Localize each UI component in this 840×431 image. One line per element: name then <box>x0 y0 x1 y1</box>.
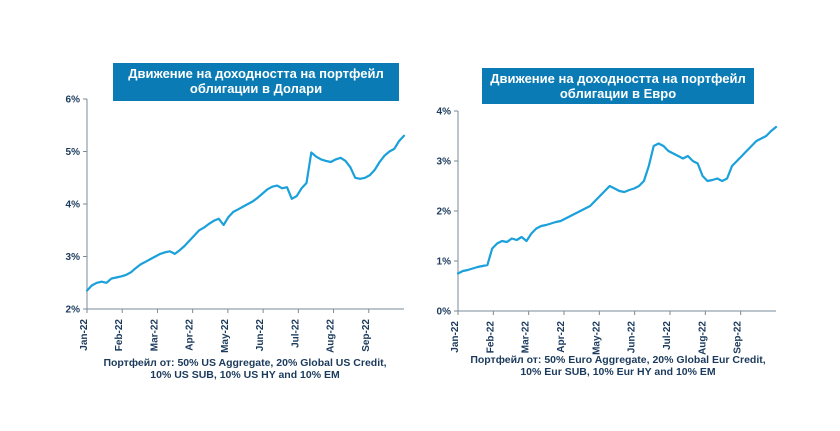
y-tick-label: 4% <box>437 107 452 118</box>
chart-footnote: 10% Eur SUB, 10% Eur HY and 10% EM <box>520 366 716 378</box>
chart-title-line: облигации в Долари <box>190 81 322 96</box>
x-tick-label: Jul-22 <box>290 319 301 348</box>
x-tick-label: Sep-22 <box>733 321 744 354</box>
x-tick-label: Mar-22 <box>521 321 532 354</box>
series-line <box>456 125 778 275</box>
x-tick-label: Apr-22 <box>556 321 567 353</box>
y-tick-label: 1% <box>437 257 452 268</box>
chart-title-line: Движение на доходността на портфейл <box>128 66 383 81</box>
x-tick-label: Jun-22 <box>627 321 638 354</box>
x-tick-label: Feb-22 <box>485 321 496 354</box>
x-tick-label: Aug-22 <box>326 319 337 353</box>
y-tick-label: 2% <box>66 305 81 316</box>
chart-title-line: облигации в Евро <box>560 86 676 101</box>
series-line <box>85 134 406 292</box>
chart-1: Движение на доходността на портфейлоблиг… <box>66 63 406 381</box>
chart-footnote: Портфейл от: 50% US Aggregate, 20% Globa… <box>103 357 386 369</box>
x-tick-label: Apr-22 <box>185 319 196 351</box>
y-tick-label: 0% <box>437 307 452 318</box>
x-tick-label: May-22 <box>591 321 602 355</box>
chart-footnote: Портфейл от: 50% Euro Aggregate, 20% Glo… <box>470 354 765 366</box>
y-tick-label: 3% <box>437 157 452 168</box>
x-tick-label: Jun-22 <box>255 319 266 352</box>
y-tick-label: 3% <box>66 252 81 263</box>
x-tick-label: Aug-22 <box>697 321 708 355</box>
chart-title-box <box>113 63 399 101</box>
chart-title-line: Движение на доходността на портфейл <box>490 71 745 86</box>
x-tick-label: May-22 <box>220 319 231 353</box>
x-tick-label: Jul-22 <box>662 321 673 350</box>
chart-2: Движение на доходността на портфейлоблиг… <box>437 68 778 378</box>
y-tick-label: 5% <box>66 147 81 158</box>
x-tick-label: Jan-22 <box>450 321 461 353</box>
y-tick-label: 4% <box>66 200 81 211</box>
y-tick-label: 6% <box>66 95 81 106</box>
x-tick-label: Mar-22 <box>149 319 160 352</box>
x-tick-label: Jan-22 <box>79 319 90 351</box>
chart-title-box <box>482 68 754 104</box>
chart-footnote: 10% US SUB, 10% US HY and 10% EM <box>150 369 340 381</box>
y-tick-label: 2% <box>437 207 452 218</box>
x-tick-label: Feb-22 <box>114 319 125 352</box>
x-tick-label: Sep-22 <box>361 319 372 352</box>
